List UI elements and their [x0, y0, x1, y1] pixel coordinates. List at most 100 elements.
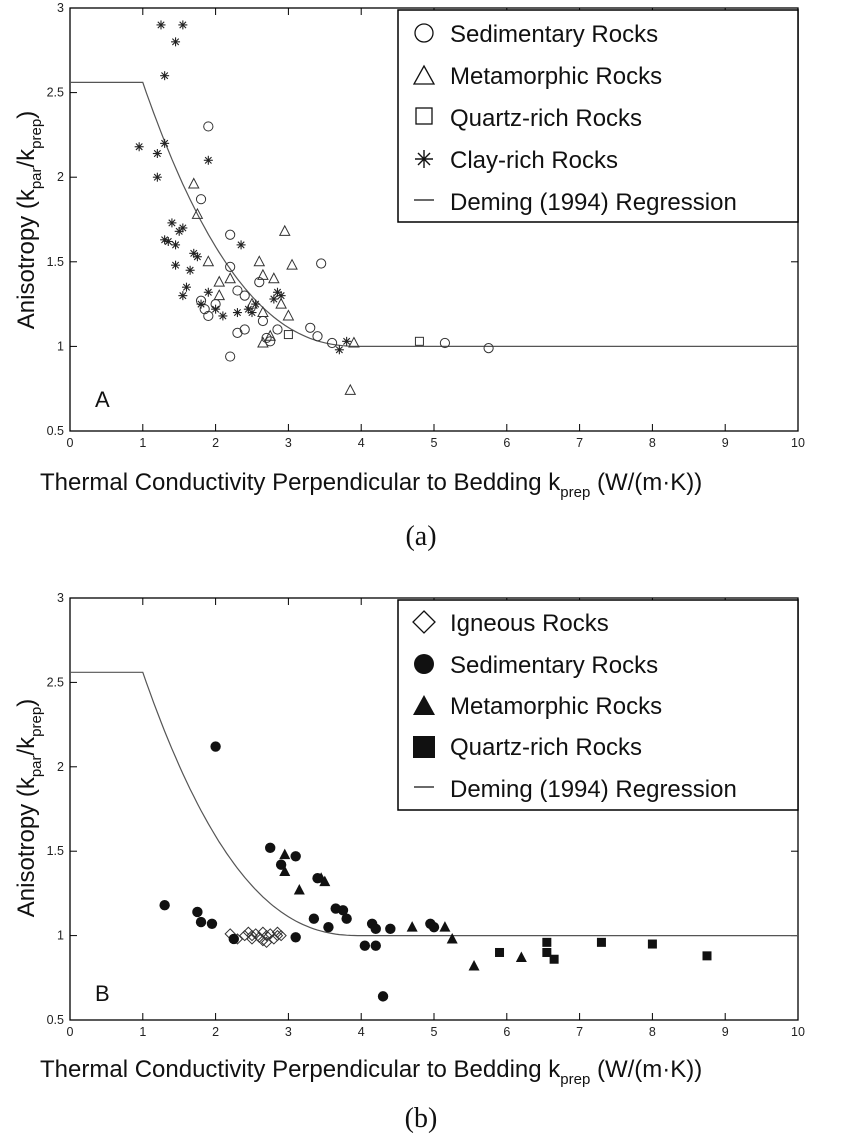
data-point-diamond-open	[246, 929, 258, 942]
data-point-triangle-open	[257, 268, 269, 280]
data-point-circle-open	[439, 337, 451, 349]
x-tick-label: 3	[285, 1025, 292, 1039]
data-point-circle-filled	[370, 940, 381, 951]
data-point-diamond-open	[264, 928, 276, 940]
data-point-triangle-filled	[439, 921, 451, 932]
data-point-square-filled	[702, 951, 712, 961]
data-point-diamond-open	[246, 933, 258, 945]
data-point-star	[196, 299, 206, 309]
chart-panel-a: 0.5 1 1.5 2 2.5 3 0 1 2 3 4 5 6 7 8 9 10 A Sedimentary …	[13, 1, 805, 552]
data-point-circle-open	[232, 327, 243, 338]
data-point-circle-open	[225, 229, 236, 240]
data-point-star	[218, 311, 228, 321]
x-ticks-b: 0 1 2 3 4 5 6 7 8 9 10	[67, 598, 805, 1039]
data-point-star	[247, 308, 257, 318]
data-point-circle-open	[232, 285, 243, 296]
legend-box-a	[397, 9, 799, 223]
data-point-square-filled	[495, 947, 505, 957]
legend-label: Sedimentary Rocks	[450, 652, 658, 679]
data-point-circle-open	[239, 290, 250, 301]
legend-label: Igneous Rocks	[450, 610, 609, 637]
data-point-triangle-open	[278, 224, 291, 236]
data-point-triangle-open	[213, 289, 226, 301]
x-tick-label: 2	[212, 436, 219, 450]
data-point-star	[251, 299, 261, 309]
data-point-square-open	[414, 336, 424, 346]
x-axis-label-a: Thermal Conductivity Perpendicular to Be…	[40, 469, 702, 501]
data-point-triangle-filled	[293, 884, 305, 895]
legend-item-quartz: Quartz-rich Rocks	[415, 105, 642, 132]
legend-item-metamorphic: Metamorphic Rocks	[412, 63, 662, 90]
data-point-triangle-open	[348, 336, 360, 348]
circle-filled-icon	[414, 654, 434, 674]
data-point-triangle-open	[187, 177, 200, 189]
legend-a: Sedimentary Rocks Metamorphic Rocks Quar…	[397, 9, 799, 223]
legend-label: Deming (1994) Regression	[450, 776, 737, 803]
data-point-star	[203, 155, 213, 165]
data-point-circle-filled	[377, 991, 389, 1002]
data-point-circle-open	[483, 342, 494, 354]
data-point-square-filled	[596, 937, 606, 947]
x-tick-label: 2	[212, 1025, 219, 1039]
series-sedimentary-rocks	[159, 741, 440, 1002]
data-point-circle-open	[203, 310, 214, 322]
data-point-star	[272, 287, 282, 297]
x-tick-label: 4	[358, 1025, 365, 1039]
data-point-circle-open	[239, 324, 250, 335]
data-point-triangle-open	[191, 207, 204, 219]
legend-label: Metamorphic Rocks	[450, 63, 662, 90]
data-point-diamond-open	[257, 934, 269, 947]
regression-line-b	[70, 671, 798, 937]
data-point-circle-filled	[192, 906, 203, 918]
data-point-triangle-open	[282, 309, 295, 321]
y-tick-label: 0.5	[47, 424, 64, 438]
data-point-circle-filled	[341, 913, 352, 924]
y-tick-label: 1	[57, 339, 64, 353]
data-point-star	[203, 287, 213, 297]
data-point-diamond-open	[260, 936, 273, 949]
series-clay-rich-rocks	[134, 20, 352, 355]
legend-label: Metamorphic Rocks	[450, 693, 662, 720]
series-sedimentary-rocks	[195, 121, 494, 362]
data-point-triangle-filled	[406, 921, 418, 932]
x-tick-label: 9	[722, 1025, 729, 1039]
data-point-triangle-open	[213, 275, 226, 287]
data-point-star	[171, 37, 181, 47]
data-point-circle-open	[265, 336, 276, 347]
legend-label: Deming (1994) Regression	[450, 189, 737, 216]
x-tick-label: 10	[791, 436, 805, 450]
data-point-square-open	[283, 330, 293, 340]
data-point-star	[171, 260, 181, 270]
data-point-star	[211, 304, 221, 314]
square-filled-icon	[413, 736, 435, 758]
data-point-triangle-filled	[279, 865, 291, 876]
data-point-circle-filled	[210, 741, 221, 752]
y-tick-label: 2.5	[47, 86, 64, 100]
data-point-circle-open	[305, 322, 316, 333]
diamond-open-icon	[412, 610, 436, 634]
x-tick-label: 4	[358, 436, 365, 450]
data-point-star	[171, 240, 181, 250]
y-tick-label: 2.5	[47, 675, 64, 689]
triangle-filled-icon	[413, 695, 435, 715]
data-point-triangle-open	[202, 255, 215, 267]
star-icon	[415, 150, 433, 168]
legend-item-regression: Deming (1994) Regression	[414, 189, 737, 216]
square-open-icon	[415, 107, 433, 125]
data-point-triangle-open	[268, 272, 280, 284]
data-point-triangle-open	[257, 305, 269, 318]
data-point-circle-open	[261, 332, 272, 344]
data-point-triangle-open	[224, 272, 236, 284]
data-point-circle-filled	[337, 905, 349, 916]
data-point-triangle-filled	[468, 959, 480, 971]
data-point-circle-filled	[265, 842, 276, 854]
legend-item-clay: Clay-rich Rocks	[415, 147, 618, 174]
data-point-star	[181, 282, 191, 292]
data-point-triangle-open	[253, 255, 266, 267]
data-point-circle-filled	[275, 859, 287, 870]
data-point-star	[269, 294, 279, 304]
x-tick-label: 5	[431, 436, 438, 450]
data-point-circle-open	[225, 261, 236, 272]
y-tick-label: 1.5	[47, 255, 64, 269]
data-point-star	[160, 235, 170, 245]
